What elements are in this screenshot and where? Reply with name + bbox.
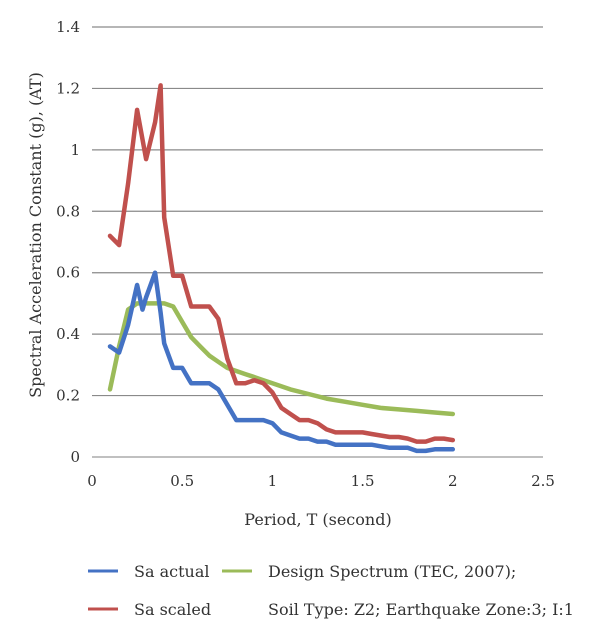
- x-axis-label: Period, T (second): [244, 510, 391, 529]
- legend-label-sa-actual: Sa actual: [134, 562, 209, 581]
- y-tick-label: 0.2: [56, 387, 80, 405]
- x-tick-label: 0: [87, 472, 97, 490]
- x-tick-label: 0.5: [170, 472, 194, 490]
- legend: Sa actual Sa scaled Design Spectrum (TEC…: [88, 562, 574, 619]
- x-tick-labels: 0 0.5 1 1.5 2 2.5: [87, 472, 555, 490]
- y-tick-label: 0.6: [56, 264, 80, 282]
- y-tick-label: 1: [70, 141, 80, 159]
- y-axis-label: Spectral Acceleration Constant (g), (AT): [26, 72, 45, 398]
- legend-note-soil-type: Soil Type: Z2; Earthquake Zone:3; I:1: [268, 600, 574, 619]
- y-tick-label: 0.4: [56, 325, 80, 343]
- x-tick-label: 2.5: [531, 472, 555, 490]
- x-tick-label: 2: [448, 472, 458, 490]
- series-line-design-spectrum-tec-2007: [107, 301, 456, 417]
- series-line-sa-actual: [107, 270, 456, 454]
- y-tick-labels: 0 0.2 0.4 0.6 0.8 1 1.2 1.4: [56, 18, 80, 466]
- x-tick-label: 1: [268, 472, 278, 490]
- legend-label-sa-scaled: Sa scaled: [134, 600, 211, 619]
- y-tick-label: 1.2: [56, 79, 80, 97]
- legend-label-design-spectrum: Design Spectrum (TEC, 2007);: [268, 562, 516, 581]
- series-lines: [107, 83, 456, 454]
- y-tick-label: 1.4: [56, 18, 80, 36]
- y-tick-label: 0.8: [56, 202, 80, 220]
- grid: [92, 26, 543, 458]
- y-tick-label: 0: [70, 448, 80, 466]
- series-line-sa-scaled: [107, 83, 456, 444]
- x-tick-label: 1.5: [351, 472, 375, 490]
